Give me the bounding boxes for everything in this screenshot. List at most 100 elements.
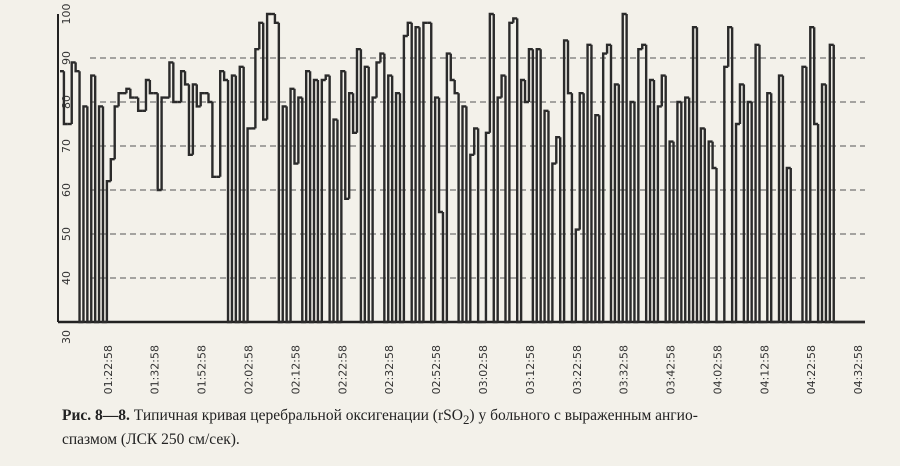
step-segment bbox=[97, 105, 103, 322]
step-segment bbox=[179, 70, 186, 102]
step-segment bbox=[476, 128, 483, 324]
step-segment bbox=[230, 74, 236, 322]
step-segment bbox=[410, 22, 416, 324]
step-segment bbox=[633, 102, 639, 324]
step-segment bbox=[242, 66, 248, 324]
step-segment bbox=[304, 70, 311, 322]
caption-sub: 2 bbox=[462, 412, 470, 428]
step-segment bbox=[805, 66, 811, 324]
step-segment bbox=[78, 71, 84, 324]
step-segment bbox=[824, 84, 830, 324]
step-segment bbox=[832, 44, 838, 324]
caption-text: спазмом (ЛСК 250 см/сек). bbox=[62, 431, 240, 449]
x-tick-label: 02:02:58 bbox=[243, 345, 256, 394]
y-tick-label: 60 bbox=[60, 183, 73, 197]
x-tick-label: 01:32:58 bbox=[149, 345, 162, 394]
step-segment bbox=[727, 26, 733, 67]
step-segment bbox=[90, 74, 96, 322]
step-segment bbox=[62, 71, 68, 126]
step-segment bbox=[187, 84, 193, 156]
step-segment bbox=[496, 96, 502, 322]
step-segment bbox=[566, 40, 572, 95]
step-segment bbox=[562, 39, 569, 322]
step-segment bbox=[371, 96, 377, 322]
step-segment bbox=[418, 27, 424, 324]
step-segment bbox=[574, 228, 580, 322]
step-segment bbox=[746, 100, 752, 322]
step-segment bbox=[781, 75, 787, 324]
step-segment bbox=[637, 48, 643, 322]
step-segment bbox=[148, 80, 154, 95]
y-tick-label: 90 bbox=[60, 51, 73, 65]
step-segment bbox=[586, 43, 592, 322]
step-segment bbox=[789, 168, 795, 324]
step-segment bbox=[715, 168, 721, 324]
step-segment bbox=[730, 27, 737, 324]
caption-label: Рис. 8—8. bbox=[62, 407, 130, 424]
step-segment bbox=[766, 92, 772, 322]
step-segment bbox=[394, 92, 400, 322]
step-segment bbox=[707, 140, 713, 322]
step-segment bbox=[621, 12, 627, 322]
step-segment bbox=[770, 93, 776, 324]
y-tick-label: 70 bbox=[60, 139, 73, 153]
step-segment bbox=[676, 100, 682, 322]
step-segment bbox=[449, 53, 455, 82]
step-segment bbox=[750, 102, 756, 324]
step-segment bbox=[308, 71, 315, 324]
step-segment bbox=[285, 106, 291, 324]
step-segment bbox=[195, 84, 201, 108]
step-segment bbox=[488, 12, 494, 133]
step-segment bbox=[437, 97, 443, 214]
step-segment bbox=[820, 83, 826, 322]
step-segment bbox=[605, 43, 611, 54]
step-segment bbox=[144, 78, 150, 111]
step-segment bbox=[816, 124, 823, 324]
step-segment bbox=[473, 127, 479, 155]
step-segment bbox=[383, 53, 389, 324]
step-segment bbox=[183, 71, 189, 86]
step-segment bbox=[465, 106, 471, 324]
caption: Рис. 8—8. Типичная кривая церебральной о… bbox=[62, 406, 882, 450]
step-segment bbox=[777, 74, 783, 322]
x-tick-label: 02:52:58 bbox=[430, 345, 443, 394]
step-segment bbox=[160, 96, 166, 190]
step-segment bbox=[254, 48, 260, 129]
step-segment bbox=[74, 62, 80, 73]
step-segment bbox=[680, 102, 686, 324]
step-segment bbox=[809, 26, 815, 322]
step-segment bbox=[652, 80, 658, 324]
step-segment bbox=[590, 44, 596, 324]
step-segment bbox=[531, 49, 537, 324]
step-segment bbox=[351, 93, 357, 134]
step-segment bbox=[441, 212, 447, 324]
step-segment bbox=[484, 131, 490, 322]
step-segment bbox=[543, 109, 549, 322]
step-segment bbox=[211, 102, 217, 178]
step-segment bbox=[273, 14, 279, 24]
step-segment bbox=[367, 66, 373, 324]
step-segment bbox=[641, 43, 647, 50]
step-segment bbox=[172, 62, 178, 104]
step-segment bbox=[668, 140, 674, 322]
step-segment bbox=[226, 80, 232, 324]
step-segment bbox=[129, 88, 135, 99]
x-tick-label: 03:02:58 bbox=[477, 345, 490, 394]
step-segment bbox=[664, 75, 670, 324]
step-segment bbox=[801, 65, 807, 322]
step-segment bbox=[629, 100, 635, 322]
step-segment bbox=[375, 61, 381, 98]
step-segment bbox=[691, 26, 697, 322]
x-tick-label: 03:22:58 bbox=[571, 345, 584, 394]
step-segment bbox=[625, 14, 631, 324]
step-segment bbox=[812, 27, 819, 126]
x-tick-label: 03:42:58 bbox=[665, 345, 678, 394]
step-segment bbox=[703, 128, 709, 324]
step-segment bbox=[601, 52, 608, 322]
step-segment bbox=[504, 75, 510, 324]
step-segment bbox=[711, 141, 717, 170]
step-segment bbox=[734, 122, 740, 322]
step-segment bbox=[332, 118, 338, 322]
